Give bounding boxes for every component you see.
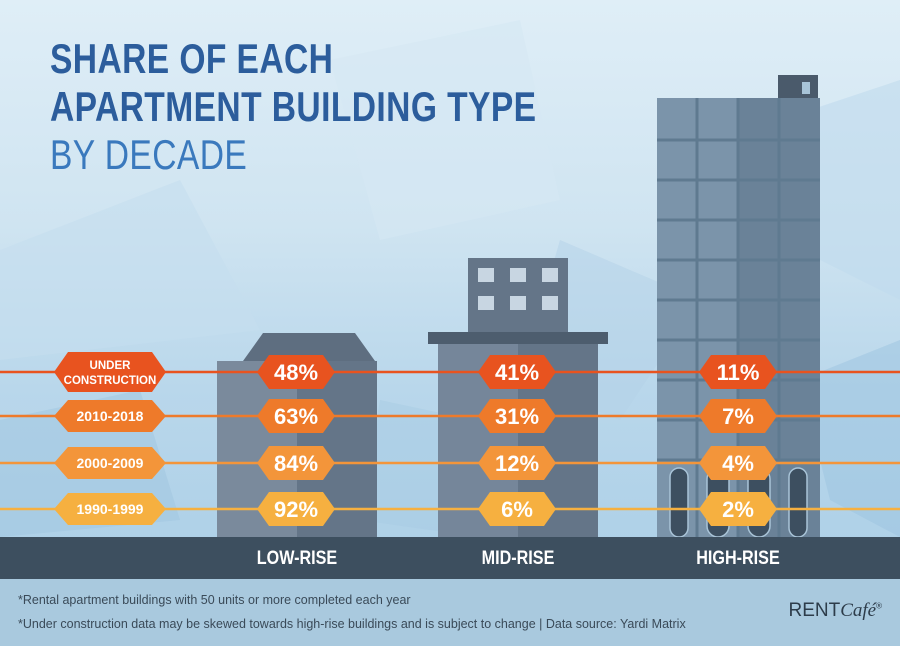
value-label: 84% [274, 451, 318, 476]
value-badge [478, 446, 556, 480]
value-label: 48% [274, 360, 318, 385]
value-label: 41% [495, 360, 539, 385]
footnote-1: *Rental apartment buildings with 50 unit… [18, 593, 411, 607]
row-label-badge [54, 447, 166, 479]
value-badge [257, 492, 335, 526]
value-badge [478, 492, 556, 526]
value-label: 6% [501, 497, 533, 522]
category-label-low-rise: LOW-RISE [256, 548, 338, 569]
row-label-text: UNDER [90, 360, 132, 372]
title-line-1: SHARE OF EACH [50, 35, 334, 82]
value-label: 31% [495, 404, 539, 429]
value-badge [699, 399, 777, 433]
row-label-text: 2000-2009 [77, 455, 144, 471]
title-line-3: BY DECADE [50, 131, 248, 178]
title-line-2: APARTMENT BUILDING TYPE [50, 83, 537, 130]
row-label-badge [54, 493, 166, 525]
row-label-text: 1990-1999 [77, 501, 144, 517]
ground-bar [0, 537, 900, 579]
row-label-text: 2010-2018 [77, 408, 144, 424]
chart-title: SHARE OF EACH APARTMENT BUILDING TYPE BY… [50, 38, 658, 176]
value-badge [699, 446, 777, 480]
category-label-high-rise: HIGH-RISE [696, 548, 780, 569]
value-label: 63% [274, 404, 318, 429]
value-badge [699, 355, 777, 389]
value-label: 12% [495, 451, 539, 476]
row-label-text: CONSTRUCTION [64, 375, 157, 387]
value-label: 92% [274, 497, 318, 522]
value-label: 2% [722, 497, 754, 522]
value-label: 4% [722, 451, 754, 476]
category-label-mid-rise: MID-RISE [481, 548, 555, 569]
value-label: 11% [717, 360, 760, 385]
value-badge [257, 399, 335, 433]
row-label-badge [54, 400, 166, 432]
value-badge [699, 492, 777, 526]
value-badge [257, 355, 335, 389]
value-badge [478, 399, 556, 433]
row-label-badge [54, 352, 166, 392]
row-0: UNDER CONSTRUCTION 48% 41% 11% [0, 352, 900, 392]
value-badge [478, 355, 556, 389]
row-1: 2010-2018 63% 31% 7% [0, 399, 900, 433]
footer-area [0, 579, 900, 646]
value-label: 7% [722, 404, 754, 429]
footnote-2: *Under construction data may be skewed t… [18, 617, 686, 631]
row-3: 1990-1999 92% 6% 2% [0, 492, 900, 526]
row-2: 2000-2009 84% 12% 4% [0, 446, 900, 480]
value-badge [257, 446, 335, 480]
brand-logo: RENTCafé® [788, 600, 882, 621]
